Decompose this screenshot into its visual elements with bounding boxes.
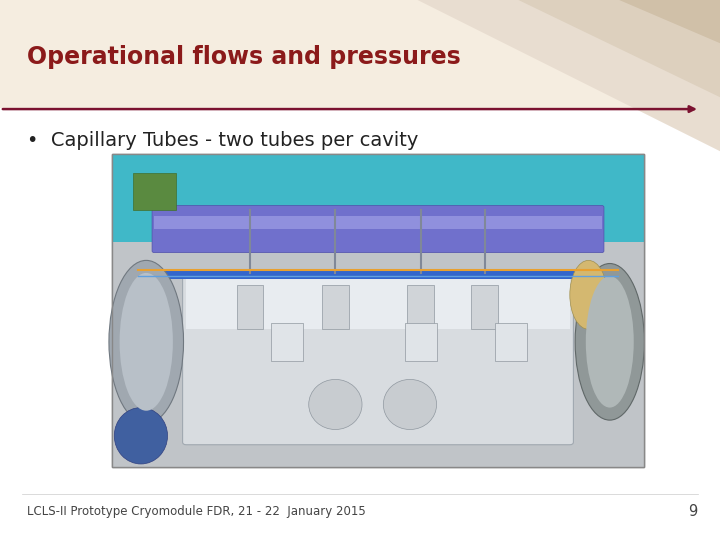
FancyBboxPatch shape: [495, 323, 527, 361]
Text: Operational flows and pressures: Operational flows and pressures: [27, 45, 461, 69]
Ellipse shape: [383, 380, 436, 429]
FancyBboxPatch shape: [154, 216, 602, 229]
FancyBboxPatch shape: [0, 0, 720, 108]
FancyBboxPatch shape: [183, 276, 573, 445]
FancyBboxPatch shape: [271, 323, 303, 361]
Ellipse shape: [309, 380, 362, 429]
Text: LCLS-II Prototype Cryomodule FDR, 21 - 22  January 2015: LCLS-II Prototype Cryomodule FDR, 21 - 2…: [27, 505, 366, 518]
Polygon shape: [619, 0, 720, 43]
FancyBboxPatch shape: [472, 286, 498, 329]
FancyBboxPatch shape: [237, 286, 264, 329]
FancyBboxPatch shape: [152, 206, 604, 253]
Ellipse shape: [570, 260, 607, 329]
FancyBboxPatch shape: [186, 279, 570, 329]
FancyBboxPatch shape: [133, 173, 176, 210]
Polygon shape: [518, 0, 720, 97]
Polygon shape: [418, 0, 720, 151]
FancyBboxPatch shape: [405, 323, 436, 361]
FancyBboxPatch shape: [112, 154, 644, 241]
Text: 9: 9: [688, 504, 697, 519]
Ellipse shape: [586, 276, 634, 408]
Ellipse shape: [575, 264, 644, 420]
FancyBboxPatch shape: [112, 241, 644, 467]
Text: •  Capillary Tubes - two tubes per cavity: • Capillary Tubes - two tubes per cavity: [27, 131, 419, 150]
FancyBboxPatch shape: [112, 154, 644, 467]
FancyBboxPatch shape: [322, 286, 348, 329]
FancyBboxPatch shape: [408, 286, 434, 329]
Ellipse shape: [114, 408, 168, 464]
Ellipse shape: [120, 273, 173, 411]
FancyBboxPatch shape: [0, 108, 720, 540]
FancyBboxPatch shape: [133, 271, 602, 279]
Ellipse shape: [109, 260, 184, 423]
